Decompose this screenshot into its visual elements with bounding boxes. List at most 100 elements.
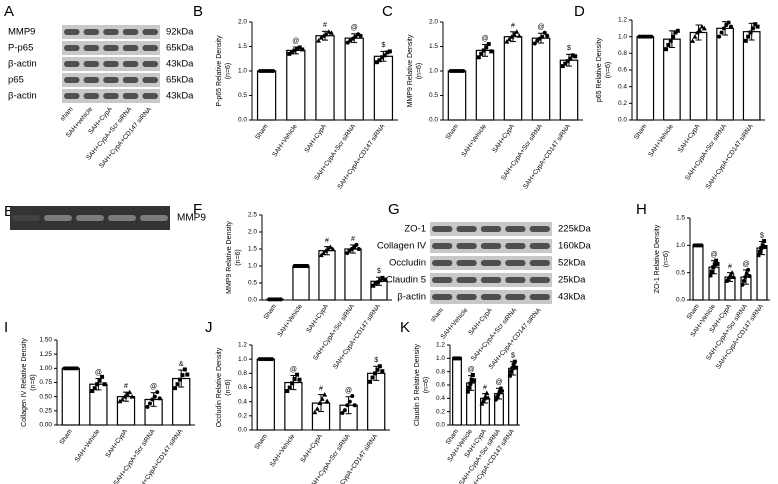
blot-band — [505, 277, 526, 283]
data-point — [570, 53, 575, 58]
blot-size-label: 43kDa — [166, 91, 194, 102]
y-axis-label: (n=6) — [416, 63, 423, 80]
data-point — [743, 38, 748, 43]
blot-band — [529, 260, 550, 266]
blot-size-label: 160kDa — [558, 241, 591, 252]
data-point — [377, 364, 382, 369]
y-tick-label: 0.75 — [39, 379, 52, 386]
data-point — [385, 50, 390, 55]
lane-label: sham — [59, 106, 75, 123]
y-tick-label: 1.0 — [676, 242, 685, 249]
blot-band — [83, 45, 100, 51]
data-point — [510, 366, 515, 371]
data-point — [509, 34, 515, 39]
data-point — [697, 27, 703, 32]
significance-label: # — [124, 383, 128, 390]
y-tick-label: 0.6 — [436, 382, 445, 389]
data-point — [690, 38, 696, 43]
data-point — [714, 258, 719, 263]
y-tick-label: 0.8 — [618, 50, 627, 57]
x-tick-label: Sham — [445, 123, 460, 141]
blot-label: p65 — [8, 75, 24, 86]
y-axis-label: p65 Relative Density — [596, 37, 603, 102]
y-tick-label: 1.5 — [248, 246, 257, 253]
y-tick-label: 0.0 — [248, 297, 257, 304]
bar — [559, 59, 579, 121]
significance-label: @ — [290, 366, 297, 373]
significance-label: $ — [567, 45, 571, 52]
data-point — [321, 33, 327, 38]
bar — [742, 31, 761, 121]
data-point — [563, 61, 568, 66]
data-point — [470, 373, 475, 377]
data-point — [486, 42, 491, 47]
bar — [452, 357, 462, 426]
y-tick-label: 0.00 — [39, 422, 52, 429]
lane-label: SAH+CypA — [467, 306, 494, 336]
blot-band — [432, 277, 453, 283]
blot-band — [505, 294, 526, 300]
x-tick-label: SAH+CypA+CD147 siRNA — [134, 428, 184, 484]
y-tick-label: 1.0 — [238, 68, 247, 75]
y-tick-label: 1.2 — [436, 342, 445, 349]
blot-band — [64, 45, 80, 51]
x-tick-label: SAH+CypA — [305, 303, 330, 335]
data-point — [514, 365, 519, 370]
data-point — [709, 269, 714, 274]
blot-band — [142, 45, 158, 51]
data-point — [122, 394, 128, 399]
data-point — [318, 35, 324, 40]
y-tick-label: 1.0 — [238, 356, 247, 363]
data-point — [699, 243, 704, 248]
blot-band — [83, 29, 100, 35]
data-point — [516, 33, 522, 38]
blot-band — [64, 29, 80, 35]
data-point — [757, 249, 762, 254]
data-point — [465, 389, 470, 394]
data-point — [692, 34, 698, 39]
y-tick-label: 0.0 — [676, 297, 685, 304]
data-point — [295, 372, 300, 377]
blot-band — [505, 260, 526, 266]
significance-label: # — [323, 22, 327, 29]
significance-label: @ — [150, 384, 157, 391]
data-point — [382, 277, 387, 282]
blot-band — [122, 93, 139, 99]
blot-band — [142, 77, 158, 83]
blot-size-label: 92kDa — [166, 27, 194, 38]
y-tick-label: 0.5 — [248, 280, 257, 287]
data-point — [147, 401, 152, 406]
y-axis-label: Collagen IV Relative Density — [21, 338, 28, 427]
y-tick-label: 0.4 — [618, 83, 627, 90]
data-point — [185, 372, 190, 377]
y-tick-label: 1.5 — [429, 43, 438, 50]
data-point — [728, 272, 734, 278]
bar — [61, 367, 80, 426]
blot-size-label: MMP9 — [177, 213, 206, 224]
blot-band — [142, 61, 158, 67]
data-point — [532, 41, 537, 46]
data-point — [756, 253, 761, 258]
data-point — [724, 23, 729, 27]
y-tick-label: 0.6 — [618, 67, 627, 74]
bar — [636, 36, 655, 121]
data-point — [472, 378, 477, 383]
x-tick-label: SAH+Vehicle — [460, 123, 488, 159]
data-point — [760, 243, 765, 248]
data-point — [292, 377, 297, 381]
data-point — [324, 398, 330, 403]
y-tick-label: 0.2 — [238, 413, 247, 420]
data-point — [350, 394, 355, 398]
blot-band — [142, 29, 158, 35]
data-point — [345, 403, 350, 408]
panel-letter: C — [382, 3, 393, 20]
data-point — [484, 390, 490, 395]
panel-letter: K — [400, 319, 410, 336]
y-tick-label: 0.2 — [436, 408, 445, 415]
blot-band — [432, 260, 453, 266]
panel-letter: J — [205, 319, 213, 336]
y-tick-label: 2.0 — [429, 19, 438, 26]
significance-label: @ — [95, 369, 102, 376]
data-point — [180, 373, 185, 378]
data-point — [300, 47, 305, 52]
